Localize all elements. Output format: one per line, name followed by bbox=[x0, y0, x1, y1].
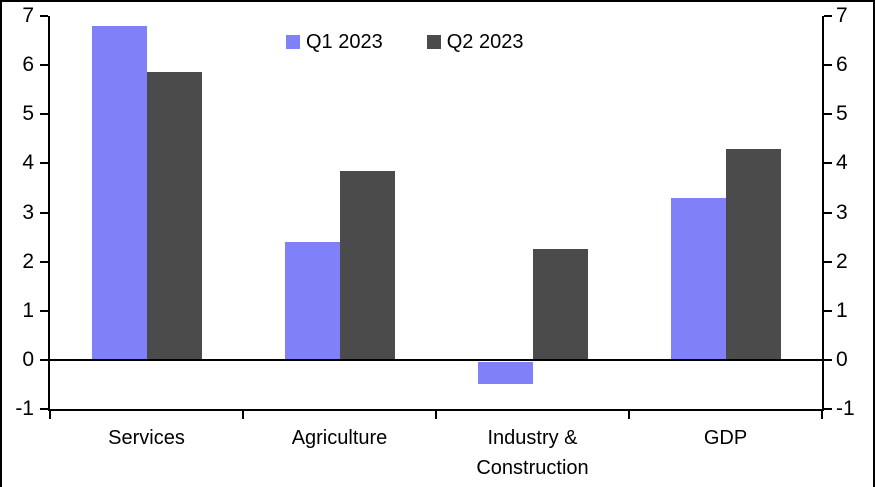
x-axis-line bbox=[48, 409, 824, 411]
y-axis-tick-right bbox=[824, 260, 832, 263]
x-axis-tick bbox=[628, 411, 630, 419]
y-axis-label-right-0: 0 bbox=[836, 347, 848, 371]
legend-label-q1: Q1 2023 bbox=[306, 31, 383, 53]
y-axis-tick-right bbox=[824, 15, 832, 17]
y-axis-label-left-1: 1 bbox=[22, 298, 34, 322]
y-axis-tick-left bbox=[40, 260, 48, 263]
y-axis-right-line bbox=[822, 16, 824, 411]
y-axis-label-left-5: 5 bbox=[22, 102, 34, 126]
legend: Q1 2023 Q2 2023 bbox=[286, 32, 523, 52]
y-axis-label-right-4: 4 bbox=[836, 151, 848, 175]
x-axis-tick bbox=[242, 411, 244, 419]
y-axis-tick-left bbox=[40, 64, 48, 67]
y-axis-tick-left bbox=[40, 358, 48, 361]
y-axis-tick-left bbox=[40, 162, 48, 165]
legend-swatch-q2-icon bbox=[426, 35, 441, 49]
y-axis-tick-right bbox=[824, 358, 832, 361]
y-axis-label-left-7: 7 bbox=[22, 4, 34, 27]
y-axis-label-left-4: 4 bbox=[22, 151, 34, 175]
y-axis-tick-right bbox=[824, 309, 832, 312]
y-axis-tick-right bbox=[824, 64, 832, 67]
y-axis-label-right-6: 6 bbox=[836, 53, 848, 77]
x-axis-label-industry-construction: Industry & Construction bbox=[476, 427, 589, 479]
y-axis-label-left-3: 3 bbox=[22, 200, 34, 224]
y-axis-tick-left bbox=[40, 15, 48, 17]
y-axis-label-right-1: -1 bbox=[836, 397, 855, 420]
x-axis-label-agriculture: Agriculture bbox=[291, 427, 388, 449]
legend-label-q2: Q2 2023 bbox=[446, 31, 524, 53]
legend-item-q1-2023: Q1 2023 bbox=[286, 32, 383, 52]
y-axis-tick-right bbox=[824, 113, 832, 116]
bar-q2-2023-gdp bbox=[725, 148, 781, 360]
zero-line bbox=[50, 358, 822, 361]
x-axis-label-gdp: GDP bbox=[703, 427, 748, 449]
bar-q2-2023-agriculture bbox=[339, 170, 395, 360]
y-axis-label-right-3: 3 bbox=[836, 200, 848, 224]
y-axis-tick-left bbox=[40, 211, 48, 214]
y-axis-tick-right bbox=[824, 162, 832, 165]
legend-swatch-q1-icon bbox=[286, 35, 300, 49]
y-axis-label-right-5: 5 bbox=[836, 102, 848, 126]
legend-item-q2-2023: Q2 2023 bbox=[426, 31, 524, 53]
bar-q1-2023-industry-construction bbox=[477, 361, 533, 384]
bar-q2-2023-industry-construction bbox=[532, 249, 588, 360]
bar-q1-2023-agriculture bbox=[284, 241, 340, 360]
x-axis-label-services: Services bbox=[108, 427, 185, 449]
y-axis-label-left-6: 6 bbox=[22, 53, 34, 77]
x-axis-tick bbox=[49, 411, 51, 419]
y-axis-label-right-7: 7 bbox=[836, 4, 848, 27]
y-axis-tick-right bbox=[824, 211, 832, 214]
y-axis-tick-right bbox=[824, 408, 832, 410]
bar-q2-2023-services bbox=[146, 72, 202, 360]
y-axis-tick-left bbox=[40, 113, 48, 116]
y-axis-label-left-0: 0 bbox=[22, 347, 34, 371]
y-axis-label-left-1: -1 bbox=[15, 397, 34, 420]
y-axis-label-right-2: 2 bbox=[836, 249, 848, 273]
y-axis-tick-left bbox=[40, 408, 48, 410]
y-axis-tick-left bbox=[40, 309, 48, 312]
y-axis-label-right-1: 1 bbox=[836, 298, 848, 322]
bar-q1-2023-gdp bbox=[670, 197, 726, 360]
bar-q1-2023-services bbox=[91, 25, 147, 360]
x-axis-tick bbox=[821, 411, 823, 419]
y-axis-left-line bbox=[48, 16, 50, 411]
y-axis-label-left-2: 2 bbox=[22, 249, 34, 273]
x-axis-tick bbox=[435, 411, 437, 419]
plot-area bbox=[40, 15, 832, 419]
